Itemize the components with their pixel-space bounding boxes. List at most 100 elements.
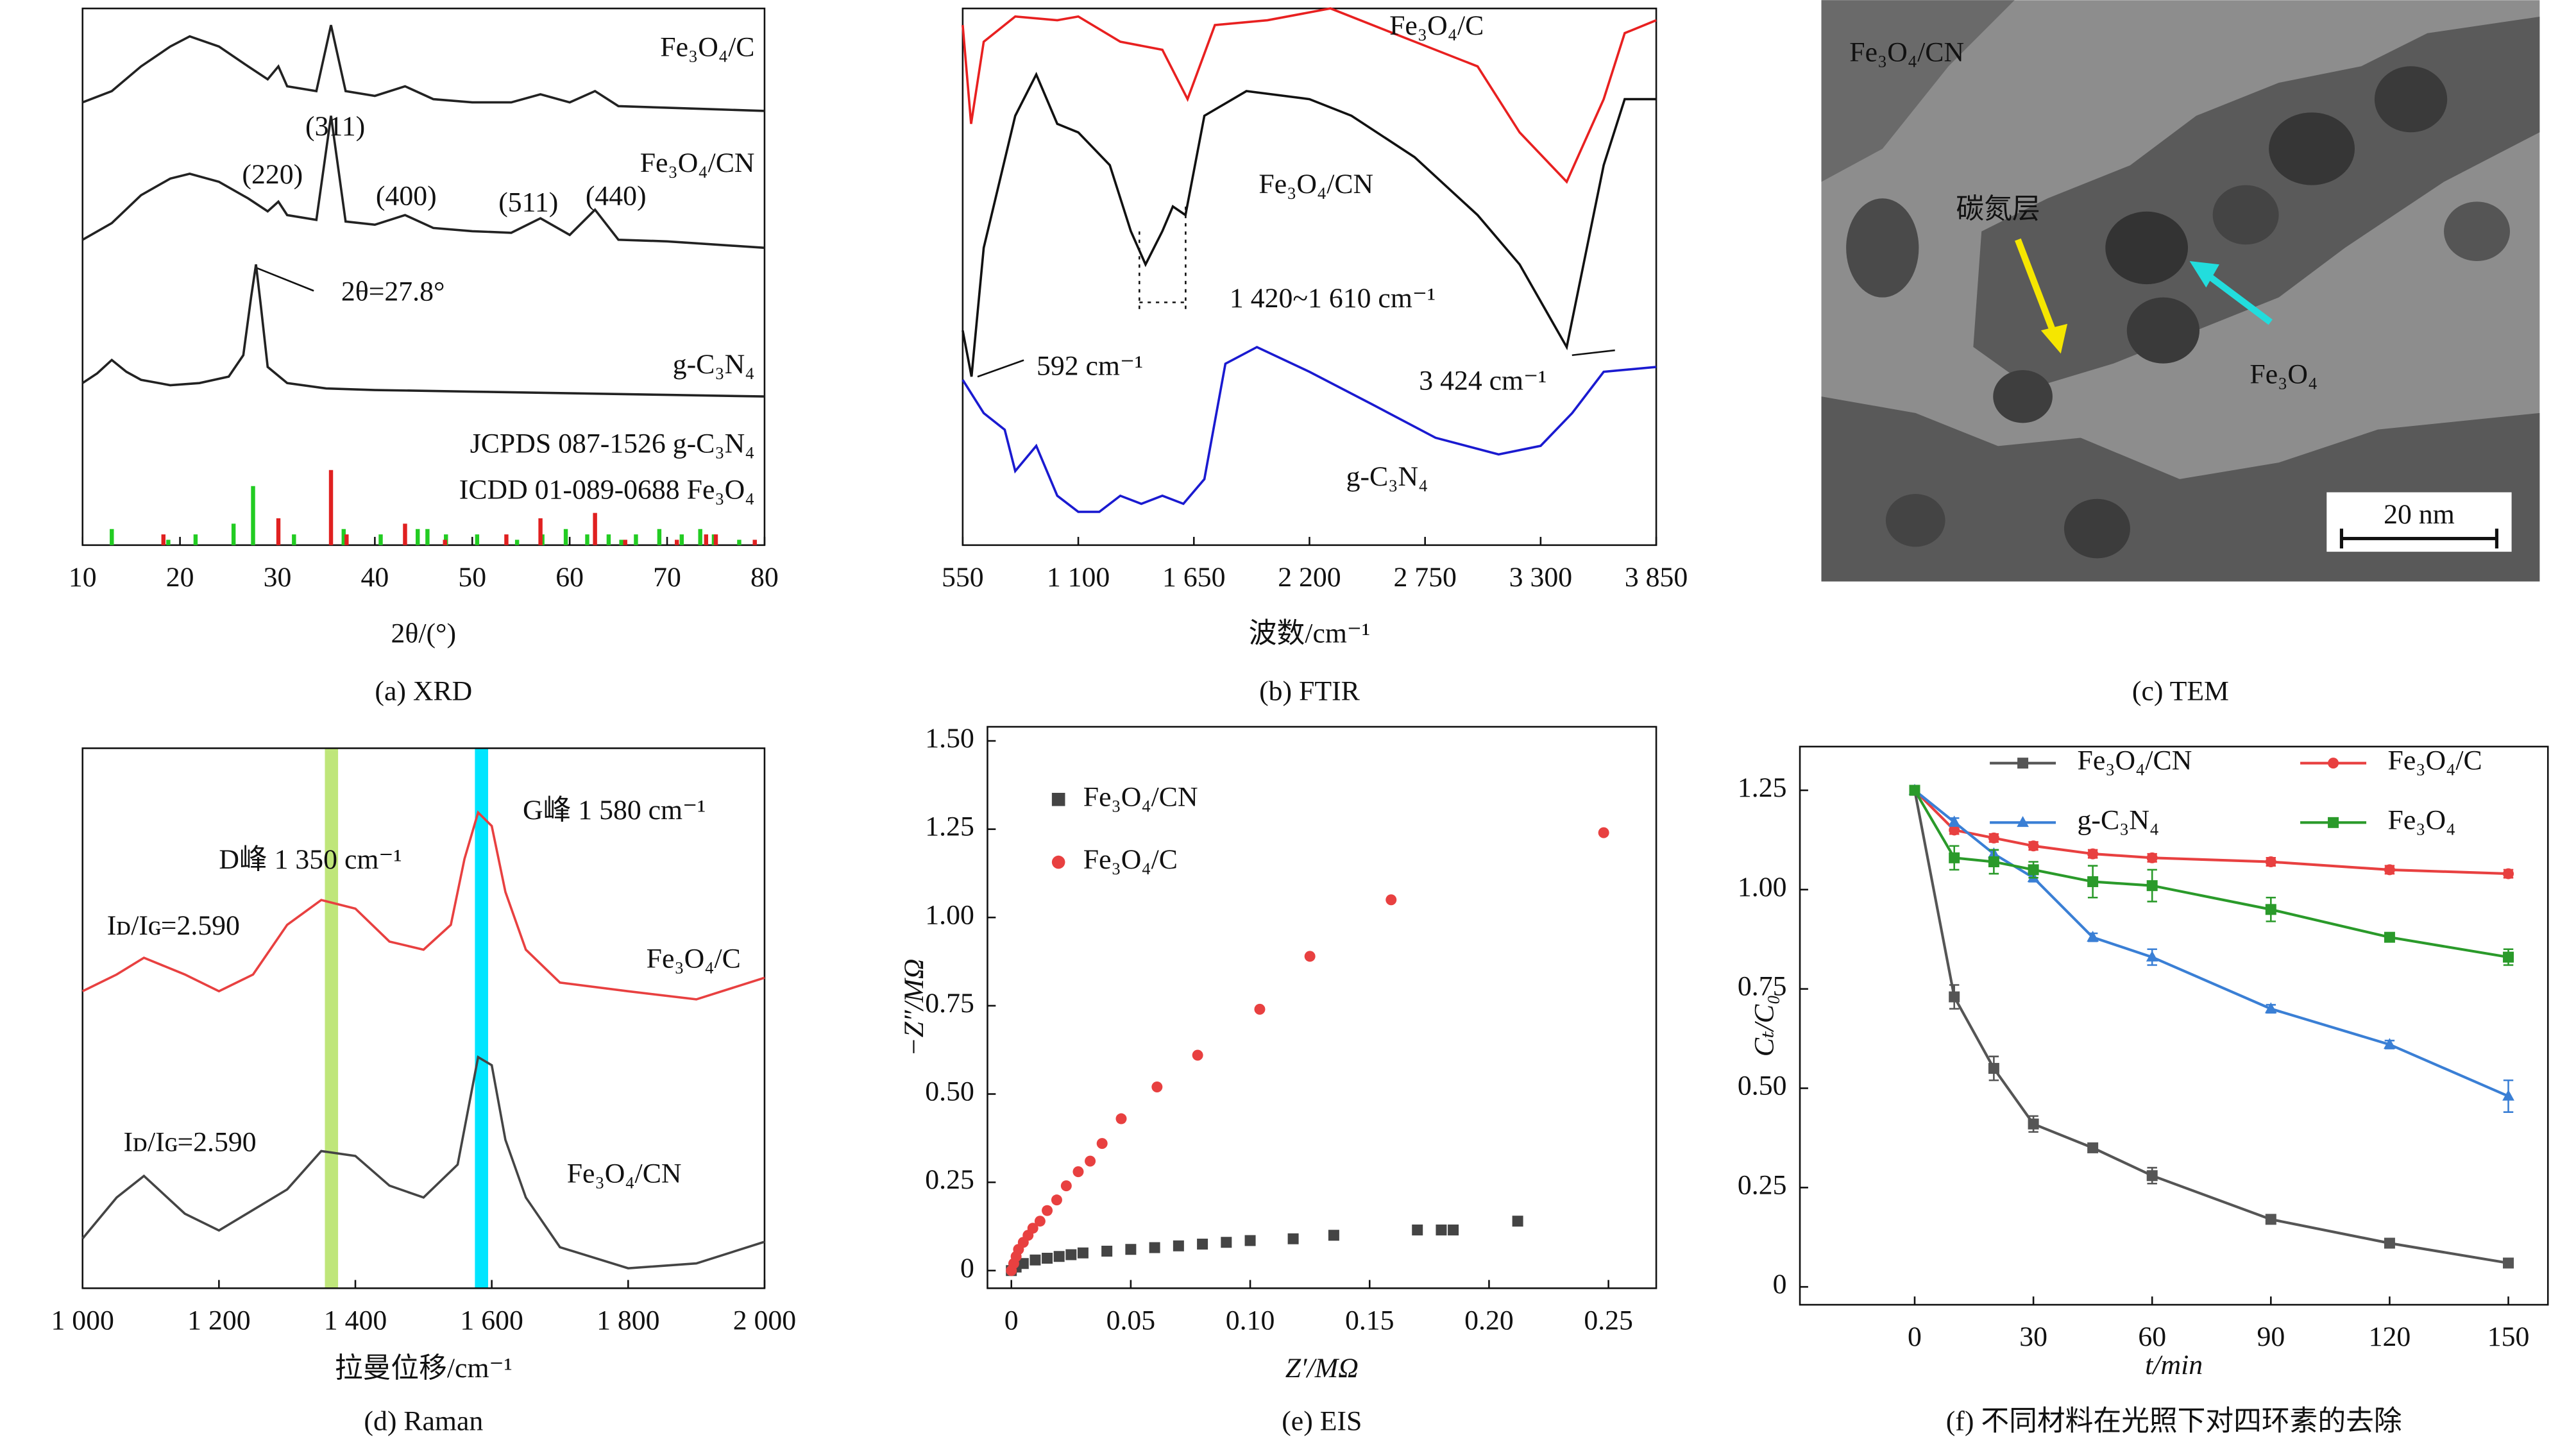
tem-particle [1846, 198, 1919, 298]
point [1328, 1230, 1339, 1241]
frame [987, 725, 1657, 1289]
legend-marker [2017, 758, 2029, 769]
tem-particle [2105, 211, 2189, 285]
point [1151, 1082, 1163, 1093]
image-label: 碳氮层 [1956, 194, 2040, 225]
x-tick-label: 40 [361, 562, 389, 593]
x-tick-label: 2 000 [733, 1305, 796, 1336]
point [1988, 832, 1999, 844]
point [1197, 1238, 1208, 1250]
x-tick-label: 60 [555, 562, 584, 593]
x-tick-label: 1 800 [597, 1305, 659, 1336]
spectrum-line [81, 1055, 765, 1269]
point [2146, 1170, 2158, 1182]
point [1042, 1205, 1053, 1216]
point [2265, 1214, 2276, 1225]
x-tick-label: 50 [458, 562, 486, 593]
tem-particle [2269, 112, 2355, 185]
x-axis-label: Z′/MΩ [1285, 1353, 1359, 1384]
tem-particle [2063, 498, 2130, 559]
tem-particle [1993, 369, 2053, 423]
frame [81, 7, 766, 547]
point [2087, 848, 2099, 860]
spectrum-line [81, 264, 765, 398]
point [2087, 930, 2099, 942]
panel: (a) XRD 10 20 30 40 50 60 70 80 2θ/(°) Fe₃O₄/C Fe₃O… [69, 7, 779, 707]
point [1115, 1113, 1127, 1124]
annotation: Iᴅ/Iɢ=2.590 [123, 1126, 256, 1157]
point [1988, 1063, 1999, 1074]
x-tick-label: 3 300 [1509, 562, 1572, 593]
x-tick-label: 90 [2257, 1321, 2285, 1352]
point [1101, 1245, 1113, 1257]
series-label: g-C₃N₄ [673, 349, 755, 380]
point [2502, 1089, 2514, 1101]
y-tick-label: 0 [960, 1253, 974, 1284]
tem-particle [1885, 494, 1945, 547]
y-tick-label: 0.50 [1738, 1071, 1787, 1101]
point [1304, 951, 1316, 962]
annotation: 592 cm⁻¹ [1037, 350, 1143, 381]
point [1060, 1180, 1072, 1192]
spectrum-line [82, 24, 765, 112]
x-tick-label: 0.25 [1584, 1305, 1633, 1336]
legend-marker [2328, 817, 2339, 828]
point [1096, 1138, 1108, 1149]
y-tick-label: 1.50 [925, 723, 974, 754]
frame [81, 747, 766, 1289]
point [2028, 1118, 2039, 1130]
x-axis-label: 拉曼位移/cm⁻¹ [335, 1353, 513, 1384]
point [1173, 1240, 1184, 1251]
x-axis-label: 2θ/(°) [391, 618, 457, 649]
annotation: D峰 1 350 cm⁻¹ [219, 844, 402, 875]
y-tick-label: 0.50 [925, 1076, 974, 1107]
point [1948, 815, 1961, 827]
point [2265, 856, 2276, 867]
point [1034, 1216, 1046, 1227]
arrow [977, 359, 1024, 378]
y-tick-label: 0.75 [925, 988, 974, 1019]
point [1065, 1249, 1077, 1260]
point [1244, 1235, 1256, 1246]
point [1051, 1194, 1062, 1206]
annotation: (440) [586, 180, 647, 211]
point [1149, 1242, 1160, 1253]
tem-particle [2126, 297, 2200, 364]
tem-region [1821, 0, 2015, 182]
arrow [255, 267, 314, 292]
point [1287, 1233, 1299, 1244]
y-tick-label: 1.25 [1738, 772, 1787, 803]
scale-bar-label: 20 nm [2384, 499, 2455, 530]
point [1053, 1251, 1065, 1262]
x-tick-label: 120 [2369, 1321, 2411, 1352]
x-tick-label: 20 [166, 562, 194, 593]
y-tick-label: 1.00 [1738, 872, 1787, 903]
point [1221, 1237, 1232, 1248]
y-axis-label: −Z″/MΩ [899, 958, 929, 1056]
point [1192, 1049, 1203, 1061]
x-axis-label: t/min [2145, 1350, 2203, 1380]
point [1949, 824, 1960, 836]
x-tick-label: 1 100 [1047, 562, 1110, 593]
band [325, 748, 339, 1289]
point [1077, 1247, 1089, 1259]
point [2028, 864, 2039, 876]
point [1988, 856, 1999, 867]
tem-image [1821, 0, 2540, 582]
tem-particle [2444, 201, 2511, 262]
y-tick-label: 1.00 [925, 899, 974, 930]
tem-particle [2374, 66, 2448, 133]
point [1385, 894, 1397, 906]
point [1949, 852, 1960, 863]
x-tick-label: 3 850 [1625, 562, 1688, 593]
annotation: 3 424 cm⁻¹ [1419, 366, 1546, 396]
legend-marker [1051, 792, 1065, 806]
point [2146, 852, 2158, 863]
x-tick-label: 0 [1908, 1321, 1922, 1352]
arrow [2202, 269, 2273, 325]
spectrum-line [81, 115, 765, 250]
x-tick-label: 150 [2487, 1321, 2530, 1352]
caption: (f) 不同材料在光照下对四环素的去除 [1946, 1405, 2402, 1436]
